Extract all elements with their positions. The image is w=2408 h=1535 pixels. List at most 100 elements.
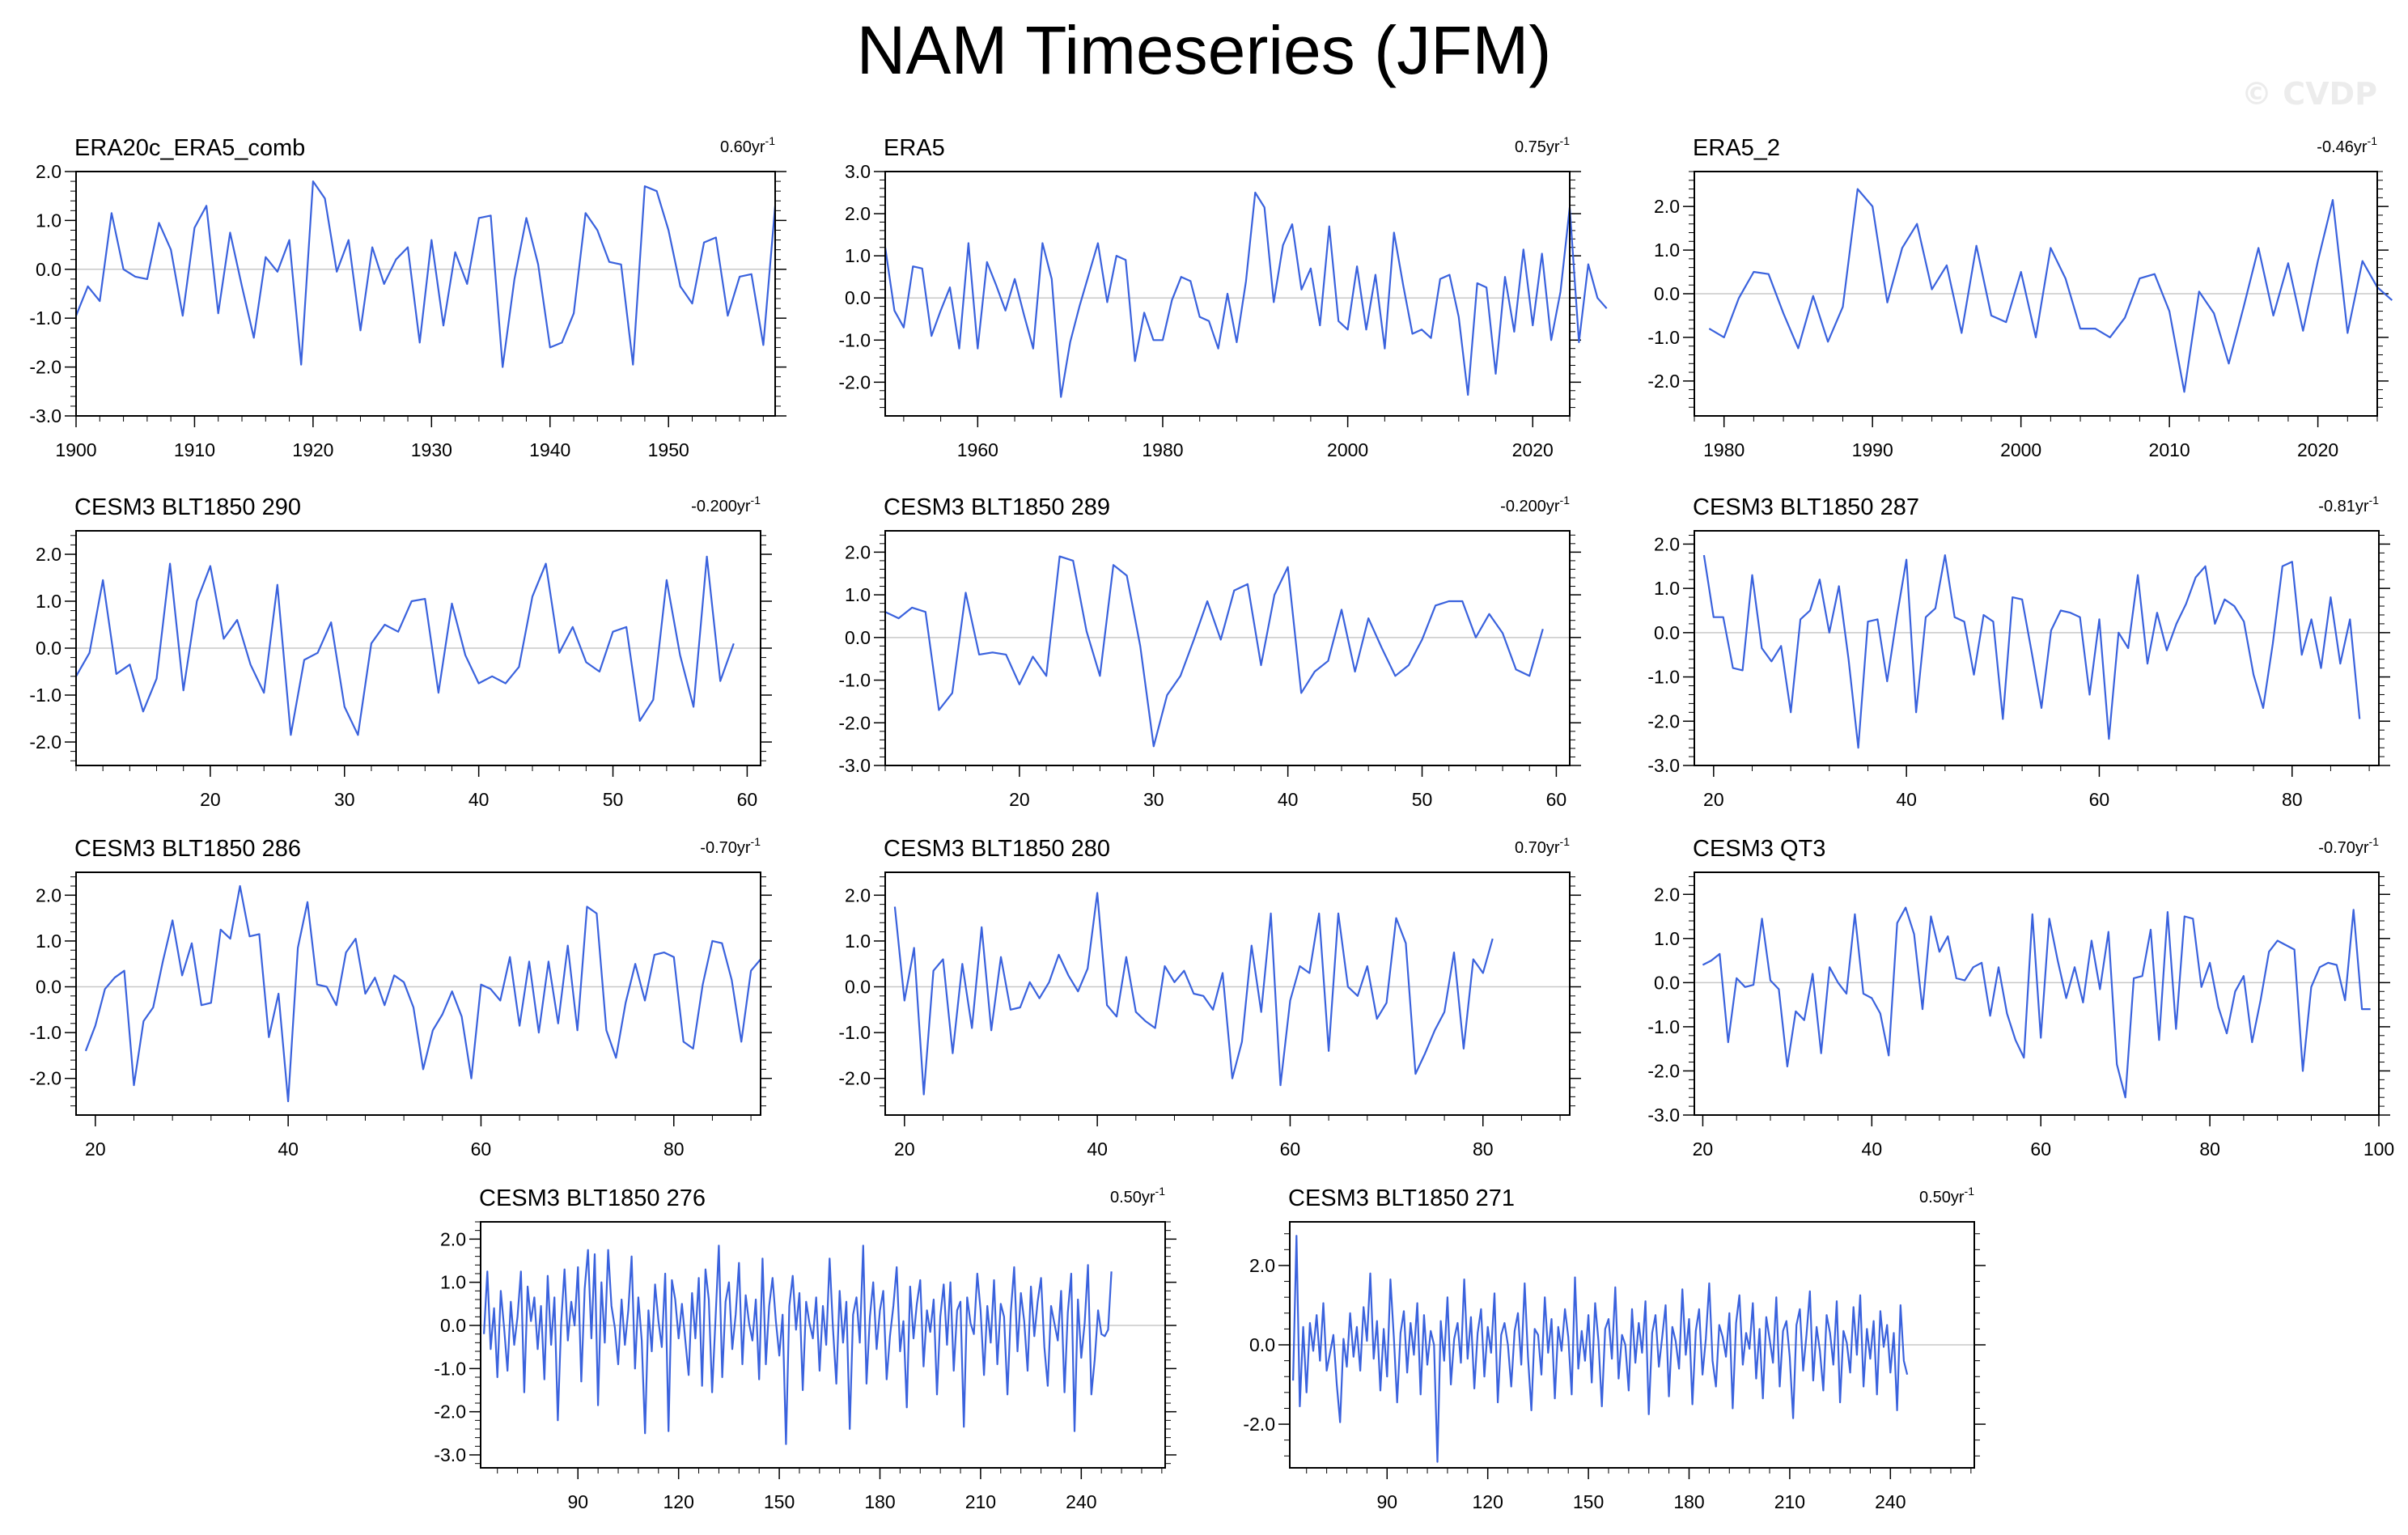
y-tick-label: 1.0 [440, 1272, 466, 1293]
x-tick-label: 90 [1376, 1491, 1397, 1512]
x-tick-label: 80 [1473, 1139, 1494, 1160]
x-tick-label: 2010 [2149, 439, 2190, 460]
trend-exponent: -1 [1155, 1185, 1166, 1198]
trend-exponent: -1 [751, 494, 761, 507]
chart-panel: CESM3 BLT1850 290 -0.200yr-1 2.0 1.0 0.0 -1.0… [29, 494, 772, 810]
y-tick-label: -2.0 [29, 1068, 61, 1089]
y-tick-label: -2.0 [1243, 1414, 1275, 1435]
chart-panel: ERA5 0.75yr-1 3.0 2.0 1.0 0.0 -1.0 -2.0 1960 1980… [838, 134, 1608, 460]
x-tick-label: 1980 [1142, 439, 1183, 460]
trend-label: -0.46yr-1 [2317, 134, 2377, 156]
y-tick-label: 2.0 [1654, 884, 1680, 905]
trend-exponent: -1 [765, 134, 776, 147]
y-tick-label: 0.0 [36, 259, 61, 280]
chart-panel: CESM3 BLT1850 271 0.50yr-1 2.0 0.0 -2.0 90 120… [1243, 1185, 1986, 1512]
y-tick-label: -3.0 [29, 405, 61, 426]
y-tick-label: -2.0 [1647, 1060, 1680, 1081]
panel-title: CESM3 BLT1850 271 [1288, 1185, 1515, 1211]
x-tick-label: 20 [1693, 1139, 1714, 1160]
x-tick-label: 40 [1862, 1139, 1883, 1160]
plot-frame [480, 1221, 1166, 1469]
x-tick-label: 2020 [1512, 439, 1554, 460]
series-line [1708, 188, 2393, 393]
y-tick-label: 1.0 [1654, 928, 1680, 949]
y-tick-label: -1.0 [1647, 667, 1680, 688]
x-tick-label: 2000 [2000, 439, 2041, 460]
series-line [893, 892, 1494, 1096]
y-tick-label: 0.0 [845, 287, 871, 308]
trend-label: -0.70yr-1 [2318, 835, 2379, 857]
x-tick-label: 20 [85, 1139, 106, 1160]
trend-value: 0.75yr [1515, 138, 1560, 156]
plot-frame [1694, 530, 2380, 766]
page-title: NAM Timeseries (JFM) [856, 12, 1552, 88]
trend-exponent: -1 [2369, 494, 2380, 507]
x-tick-label: 80 [2282, 789, 2303, 810]
y-tick-label: 0.0 [440, 1315, 466, 1336]
x-tick-label: 1980 [1703, 439, 1745, 460]
x-tick-label: 180 [1673, 1491, 1704, 1512]
trend-exponent: -1 [751, 835, 761, 848]
y-tick-label: 2.0 [845, 884, 871, 905]
y-tick-label: 1.0 [36, 210, 61, 231]
x-tick-label: 180 [864, 1491, 895, 1512]
x-tick-label: 240 [1875, 1491, 1906, 1512]
y-tick-label: 1.0 [1654, 240, 1680, 261]
y-tick-label: 1.0 [36, 591, 61, 612]
y-tick-label: 2.0 [440, 1228, 466, 1249]
y-tick-label: 2.0 [1654, 533, 1680, 554]
y-tick-label: -2.0 [838, 371, 871, 392]
y-tick-label: -1.0 [29, 1022, 61, 1043]
x-tick-label: 20 [200, 789, 221, 810]
trend-exponent: -1 [1965, 1185, 1975, 1198]
x-tick-label: 40 [1087, 1139, 1108, 1160]
plot-frame [884, 871, 1571, 1116]
x-tick-label: 150 [764, 1491, 795, 1512]
series-line [483, 1245, 1113, 1445]
chart-panel: CESM3 BLT1850 286 -0.70yr-1 2.0 1.0 0.0 -1.0 -… [29, 835, 772, 1160]
x-tick-label: 1940 [529, 439, 570, 460]
y-tick-label: -1.0 [1647, 1016, 1680, 1037]
x-tick-label: 30 [334, 789, 355, 810]
y-tick-label: 1.0 [845, 931, 871, 952]
panel-title: ERA5_2 [1693, 135, 1780, 161]
trend-exponent: -1 [1560, 494, 1571, 507]
x-tick-label: 1920 [292, 439, 333, 460]
y-tick-label: -2.0 [434, 1401, 466, 1423]
trend-label: -0.200yr-1 [1500, 494, 1570, 515]
y-tick-label: 0.0 [1654, 283, 1680, 304]
plot-frame [75, 871, 761, 1116]
x-tick-label: 240 [1066, 1491, 1096, 1512]
trend-label: -0.200yr-1 [691, 494, 761, 515]
x-tick-label: 40 [1278, 789, 1299, 810]
trend-label: 0.50yr-1 [1110, 1185, 1165, 1206]
y-tick-label: 2.0 [845, 203, 871, 224]
y-tick-label: -3.0 [1647, 755, 1680, 776]
trend-value: 0.70yr [1515, 839, 1560, 857]
x-tick-label: 30 [1143, 789, 1164, 810]
y-tick-label: 0.0 [36, 977, 61, 998]
trend-exponent: -1 [1560, 134, 1571, 147]
trend-label: 0.60yr-1 [720, 134, 775, 156]
trend-value: -0.81yr [2318, 498, 2369, 515]
x-tick-label: 120 [1472, 1491, 1503, 1512]
series-line [884, 191, 1608, 398]
trend-label: 0.50yr-1 [1919, 1185, 1974, 1206]
trend-exponent: -1 [2368, 134, 2378, 147]
y-tick-label: 0.0 [1654, 622, 1680, 643]
chart-panel: ERA5_2 -0.46yr-1 2.0 1.0 0.0 -1.0 -2.0 1980 1990… [1647, 134, 2393, 460]
trend-value: -0.70yr [700, 839, 751, 857]
chart-panel: CESM3 BLT1850 287 -0.81yr-1 2.0 1.0 0.0 -1.0 -… [1647, 494, 2390, 810]
y-tick-label: -3.0 [838, 755, 871, 776]
x-tick-label: 50 [603, 789, 624, 810]
chart-panel: CESM3 BLT1850 289 -0.200yr-1 2.0 1.0 0.0 -1.0… [838, 494, 1581, 810]
series-line [1702, 553, 2361, 749]
x-tick-label: 1990 [1852, 439, 1893, 460]
trend-label: 0.70yr-1 [1515, 835, 1570, 857]
panel-title: CESM3 BLT1850 290 [74, 494, 301, 520]
panel-title: CESM3 BLT1850 287 [1693, 494, 1919, 520]
panel-title: CESM3 BLT1850 289 [884, 494, 1110, 520]
trend-value: 0.50yr [1919, 1189, 1965, 1206]
y-tick-label: 2.0 [36, 884, 61, 905]
y-tick-label: -2.0 [1647, 710, 1680, 731]
